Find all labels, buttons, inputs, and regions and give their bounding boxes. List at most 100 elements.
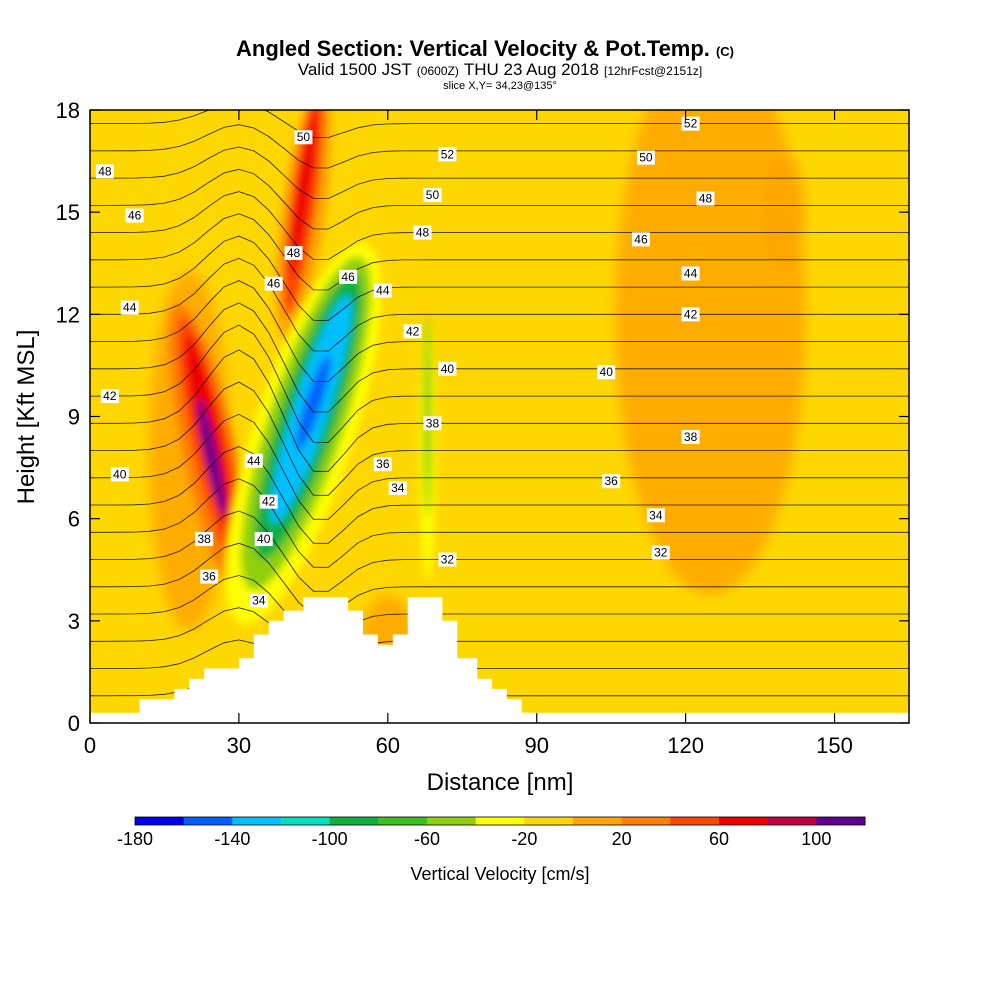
colorbar-swatch bbox=[378, 817, 428, 825]
x-tick: 90 bbox=[524, 110, 549, 758]
contour-label: 36 bbox=[602, 474, 621, 489]
isentrope-line bbox=[90, 324, 909, 443]
isentrope-line bbox=[90, 110, 909, 138]
svg-text:52: 52 bbox=[684, 117, 698, 131]
svg-text:36: 36 bbox=[605, 474, 619, 488]
terrain bbox=[139, 597, 537, 723]
contour-label: 36 bbox=[200, 569, 219, 584]
svg-text:50: 50 bbox=[426, 188, 440, 202]
orange-region-0 bbox=[615, 110, 806, 595]
svg-text:40: 40 bbox=[257, 532, 271, 546]
isentrope-line bbox=[90, 168, 909, 230]
svg-text:34: 34 bbox=[252, 593, 266, 607]
contour-label: 38 bbox=[423, 416, 442, 431]
isentrope-line bbox=[90, 575, 909, 640]
x-axis-label: Distance [nm] bbox=[427, 769, 574, 796]
contour-label: 46 bbox=[339, 269, 358, 284]
chart-title: Angled Section: Vertical Velocity & Pot.… bbox=[236, 36, 734, 61]
orange-region-2 bbox=[764, 152, 805, 273]
potential-temperature-contours bbox=[90, 110, 909, 712]
colorbar-tick-label: 100 bbox=[801, 829, 831, 849]
contour-label: 44 bbox=[244, 453, 263, 468]
svg-text:32: 32 bbox=[654, 546, 668, 560]
colorbar-tick-label: -180 bbox=[117, 829, 153, 849]
colorbar-swatch bbox=[329, 817, 379, 825]
contour-label: 40 bbox=[254, 532, 273, 547]
svg-text:40: 40 bbox=[600, 365, 614, 379]
svg-text:42: 42 bbox=[262, 495, 276, 509]
colorbar-swatch bbox=[427, 817, 477, 825]
x-axis: 0 30 60 90 120 150 bbox=[84, 110, 853, 758]
contour-label: 34 bbox=[249, 593, 268, 608]
svg-text:90: 90 bbox=[524, 733, 548, 758]
svg-text:48: 48 bbox=[98, 164, 112, 178]
isentrope-line bbox=[90, 607, 909, 664]
contour-label: 50 bbox=[423, 188, 442, 203]
svg-text:34: 34 bbox=[649, 508, 663, 522]
x-tick: 150 bbox=[816, 110, 853, 758]
svg-text:46: 46 bbox=[634, 232, 648, 246]
svg-text:6: 6 bbox=[68, 507, 80, 532]
contour-label: 42 bbox=[403, 324, 422, 339]
contour-labels: 52 52 50 50 48 50 48 46 48 46 48 46 46 44 44 44 42 42 40 40… bbox=[95, 116, 715, 608]
colorbar-swatch bbox=[524, 817, 574, 825]
contour-label: 48 bbox=[413, 225, 432, 240]
contour-label: 44 bbox=[681, 266, 700, 281]
contour-label: 40 bbox=[597, 365, 616, 380]
contour-label: 32 bbox=[438, 552, 457, 567]
svg-text:42: 42 bbox=[684, 307, 698, 321]
svg-text:38: 38 bbox=[684, 430, 698, 444]
contour-label: 46 bbox=[264, 276, 283, 291]
colorbar-label: Vertical Velocity [cm/s] bbox=[410, 864, 589, 884]
contour-label: 34 bbox=[646, 508, 665, 523]
colorbar-tick-label: -140 bbox=[214, 829, 250, 849]
isentrope-line bbox=[90, 446, 909, 544]
contour-label: 34 bbox=[388, 481, 407, 496]
y-tick: 0 bbox=[68, 711, 909, 736]
svg-text:48: 48 bbox=[416, 226, 430, 240]
contour-label: 38 bbox=[681, 429, 700, 444]
y-tick: 15 bbox=[56, 200, 909, 225]
contour-label: 50 bbox=[294, 130, 313, 145]
x-tick: 120 bbox=[667, 110, 704, 758]
contour-label: 42 bbox=[100, 389, 119, 404]
y-tick: 12 bbox=[56, 302, 909, 327]
svg-text:44: 44 bbox=[247, 454, 261, 468]
y-tick: 9 bbox=[68, 405, 909, 430]
colorbar-swatch bbox=[719, 817, 769, 825]
contour-label: 48 bbox=[696, 191, 715, 206]
svg-text:42: 42 bbox=[103, 389, 117, 403]
colorbar-swatch bbox=[135, 817, 185, 825]
x-tick: 60 bbox=[376, 110, 400, 758]
isentrope-line bbox=[90, 257, 909, 352]
colorbar-swatch bbox=[621, 817, 671, 825]
isentrope-line bbox=[90, 124, 909, 169]
svg-text:48: 48 bbox=[699, 192, 713, 206]
colorbar-swatch bbox=[183, 817, 233, 825]
svg-text:9: 9 bbox=[68, 405, 80, 430]
velocity-plume-6 bbox=[289, 110, 318, 276]
colorbar-tick-label: 60 bbox=[709, 829, 729, 849]
isentrope-line bbox=[90, 510, 909, 592]
svg-text:32: 32 bbox=[441, 553, 455, 567]
svg-text:52: 52 bbox=[441, 147, 455, 161]
chart-slice-info: slice X,Y= 34,23@135° bbox=[443, 80, 557, 92]
y-tick: 18 bbox=[56, 98, 909, 123]
x-tick: 0 bbox=[84, 110, 96, 758]
isentrope-line bbox=[90, 381, 909, 496]
contour-label: 46 bbox=[125, 208, 144, 223]
ground-strip bbox=[90, 712, 909, 723]
svg-text:0: 0 bbox=[84, 733, 96, 758]
contour-label: 32 bbox=[651, 545, 670, 560]
colorbar-tick-label: 20 bbox=[612, 829, 632, 849]
svg-text:38: 38 bbox=[426, 416, 440, 430]
isentrope-line bbox=[90, 478, 909, 568]
svg-text:30: 30 bbox=[227, 733, 251, 758]
colorbar-tick-label: -20 bbox=[511, 829, 537, 849]
svg-text:12: 12 bbox=[56, 302, 80, 327]
velocity-plume-3 bbox=[197, 398, 226, 517]
contour-label: 42 bbox=[259, 494, 278, 509]
isentrope-line bbox=[90, 542, 909, 616]
colorbar-tick-label: -60 bbox=[414, 829, 440, 849]
